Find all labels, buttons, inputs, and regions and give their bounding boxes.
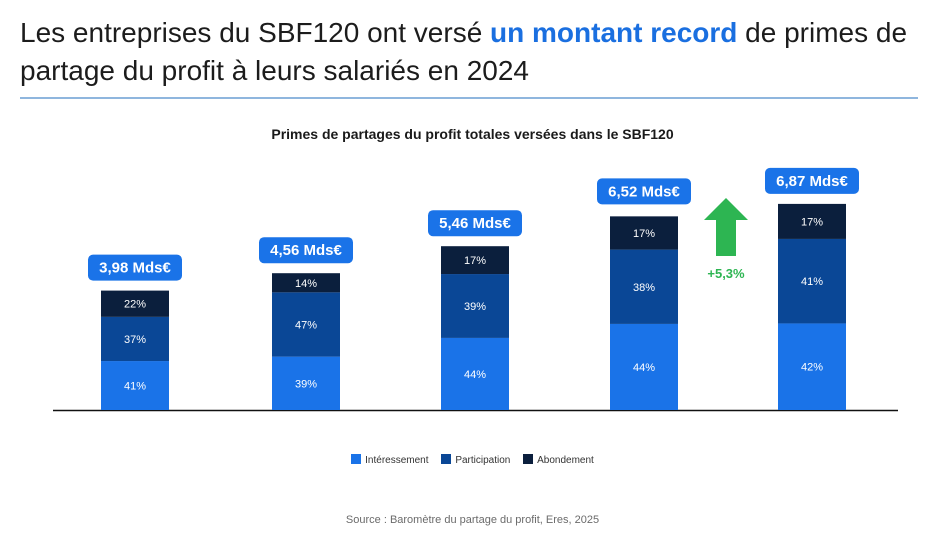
total-label-1: 3,98 Mds€: [99, 260, 171, 277]
bar-segment-interessement-4: [610, 323, 678, 410]
legend: Intéressement Participation Abondement: [0, 454, 945, 466]
bar-segment-participation-2: [272, 292, 340, 357]
segment-label-3-5: 17%: [801, 216, 823, 228]
bar-segment-interessement-3: [441, 337, 509, 410]
segment-label-2-4: 38%: [633, 282, 655, 294]
bar-segment-abondement-1: [101, 290, 169, 317]
bar-segment-participation-5: [778, 238, 846, 324]
bar-segment-interessement-5: [778, 323, 846, 410]
bar-segment-abondement-2: [272, 273, 340, 293]
legend-label-abondement: Abondement: [537, 455, 594, 466]
segment-label-2-2: 47%: [295, 320, 317, 332]
legend-item-participation: Participation: [441, 454, 510, 466]
segment-label-2-3: 39%: [464, 301, 486, 313]
segment-label-3-4: 17%: [633, 228, 655, 240]
segment-label-3-2: 14%: [295, 278, 317, 290]
legend-label-participation: Participation: [455, 455, 511, 466]
total-badge-2: [259, 237, 353, 264]
segment-label-3-3: 17%: [464, 255, 486, 267]
total-label-5: 6,87 Mds€: [776, 173, 848, 190]
growth-label: +5,3%: [707, 266, 745, 281]
headline-part2: de primes de partage du profit à leurs s…: [20, 17, 908, 86]
legend-item-abondement: Abondement: [523, 454, 594, 466]
bar-segment-participation-4: [610, 249, 678, 324]
legend-label-interessement: Intéressement: [365, 455, 429, 466]
segment-label-1-3: 44%: [464, 369, 486, 381]
total-badge-5: [765, 167, 859, 194]
segment-label-3-1: 22%: [124, 299, 146, 311]
bar-segment-abondement-5: [778, 203, 846, 239]
legend-swatch-interessement: [351, 454, 362, 464]
segment-label-1-5: 42%: [801, 362, 823, 374]
total-badge-3: [428, 210, 522, 237]
legend-item-interessement: Intéressement: [351, 454, 429, 466]
segment-label-1-2: 39%: [295, 378, 317, 390]
headline-highlight: un montant record: [490, 17, 738, 48]
bar-segment-interessement-1: [101, 361, 169, 410]
headline: Les entreprises du SBF120 ont versé un m…: [20, 14, 920, 90]
headline-part1: Les entreprises du SBF120 ont versé: [20, 17, 491, 48]
total-badge-1: [88, 254, 182, 281]
segment-label-2-5: 41%: [801, 276, 823, 288]
legend-swatch-abondement: [523, 454, 534, 464]
total-label-4: 6,52 Mds€: [608, 183, 680, 200]
segment-label-1-4: 44%: [633, 362, 655, 374]
bar-segment-abondement-4: [610, 216, 678, 250]
legend-swatch-participation: [441, 454, 452, 464]
total-label-2: 4,56 Mds€: [270, 242, 342, 259]
segment-label-2-1: 37%: [124, 334, 146, 346]
chart-title: Primes de partages du profit totales ver…: [271, 126, 674, 142]
bar-segment-interessement-2: [272, 356, 340, 410]
segment-label-1-1: 41%: [124, 381, 146, 393]
header-divider: [20, 97, 918, 99]
bar-segment-abondement-3: [441, 246, 509, 275]
growth-arrow-icon: [704, 198, 748, 256]
total-label-3: 5,46 Mds€: [439, 215, 511, 232]
source-note: Source : Baromètre du partage du profit,…: [345, 514, 600, 526]
bar-segment-participation-1: [101, 316, 169, 362]
bar-segment-participation-3: [441, 274, 509, 338]
total-badge-4: [597, 178, 691, 205]
